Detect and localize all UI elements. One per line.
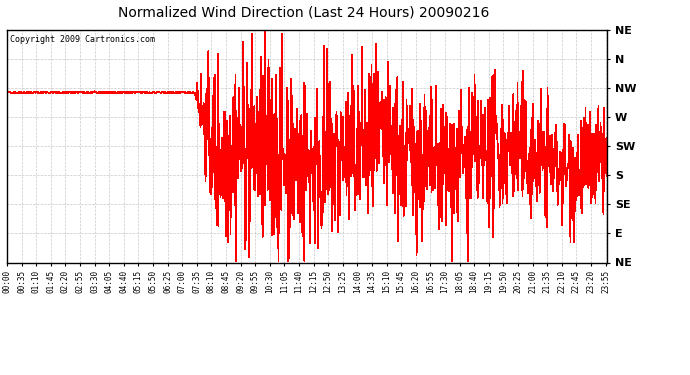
- Text: Normalized Wind Direction (Last 24 Hours) 20090216: Normalized Wind Direction (Last 24 Hours…: [118, 6, 489, 20]
- Text: Copyright 2009 Cartronics.com: Copyright 2009 Cartronics.com: [10, 34, 155, 44]
